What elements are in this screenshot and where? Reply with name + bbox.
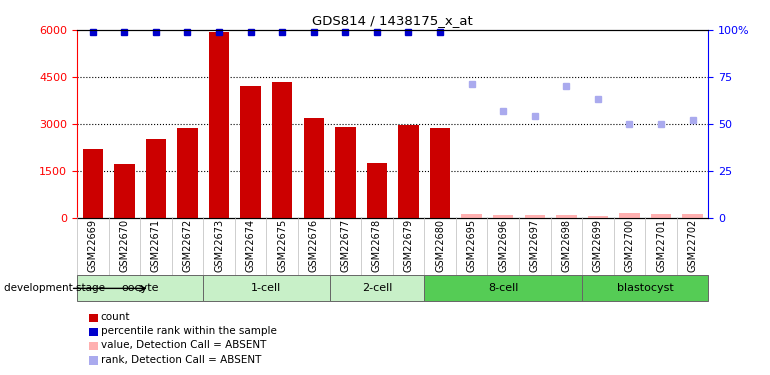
Bar xyxy=(424,275,582,302)
Bar xyxy=(77,275,203,302)
Bar xyxy=(588,216,608,217)
Bar xyxy=(651,214,671,217)
Text: GSM22702: GSM22702 xyxy=(688,219,698,272)
Bar xyxy=(398,125,419,218)
Text: GSM22695: GSM22695 xyxy=(467,219,477,272)
Text: GSM22698: GSM22698 xyxy=(561,219,571,272)
Title: GDS814 / 1438175_x_at: GDS814 / 1438175_x_at xyxy=(313,15,473,27)
Text: oocyte: oocyte xyxy=(122,284,159,293)
Text: count: count xyxy=(101,312,130,322)
Bar xyxy=(209,32,229,217)
Text: GSM22678: GSM22678 xyxy=(372,219,382,272)
Text: GSM22696: GSM22696 xyxy=(498,219,508,272)
Bar xyxy=(146,140,166,218)
Text: GSM22672: GSM22672 xyxy=(182,219,192,272)
Text: percentile rank within the sample: percentile rank within the sample xyxy=(101,326,276,336)
Text: 8-cell: 8-cell xyxy=(488,284,518,293)
Text: GSM22675: GSM22675 xyxy=(277,219,287,272)
Bar xyxy=(524,215,545,217)
Text: GSM22679: GSM22679 xyxy=(403,219,413,272)
Text: development stage: development stage xyxy=(4,284,105,293)
Bar xyxy=(493,214,514,217)
Bar xyxy=(303,117,324,218)
Text: GSM22680: GSM22680 xyxy=(435,219,445,272)
Text: GSM22674: GSM22674 xyxy=(246,219,256,272)
Bar xyxy=(330,275,424,302)
Bar xyxy=(203,275,330,302)
Bar xyxy=(272,82,293,218)
Text: GSM22699: GSM22699 xyxy=(593,219,603,272)
Bar xyxy=(82,149,103,217)
Bar xyxy=(619,213,640,217)
Bar xyxy=(461,214,482,217)
Text: GSM22670: GSM22670 xyxy=(119,219,129,272)
Bar xyxy=(177,128,198,217)
Text: blastocyst: blastocyst xyxy=(617,284,674,293)
Text: rank, Detection Call = ABSENT: rank, Detection Call = ABSENT xyxy=(101,355,261,364)
Text: GSM22701: GSM22701 xyxy=(656,219,666,272)
Text: 1-cell: 1-cell xyxy=(251,284,282,293)
Text: value, Detection Call = ABSENT: value, Detection Call = ABSENT xyxy=(101,340,266,350)
Text: GSM22676: GSM22676 xyxy=(309,219,319,272)
Bar xyxy=(367,163,387,218)
Text: GSM22677: GSM22677 xyxy=(340,219,350,272)
Text: GSM22700: GSM22700 xyxy=(624,219,634,272)
Bar xyxy=(430,128,450,217)
Bar xyxy=(556,215,577,217)
Text: GSM22673: GSM22673 xyxy=(214,219,224,272)
Text: 2-cell: 2-cell xyxy=(362,284,392,293)
Bar xyxy=(114,164,135,218)
Text: GSM22697: GSM22697 xyxy=(530,219,540,272)
Bar xyxy=(335,127,356,218)
Bar xyxy=(682,214,703,217)
Text: GSM22671: GSM22671 xyxy=(151,219,161,272)
Text: GSM22669: GSM22669 xyxy=(88,219,98,272)
Bar xyxy=(582,275,708,302)
Bar xyxy=(240,86,261,218)
